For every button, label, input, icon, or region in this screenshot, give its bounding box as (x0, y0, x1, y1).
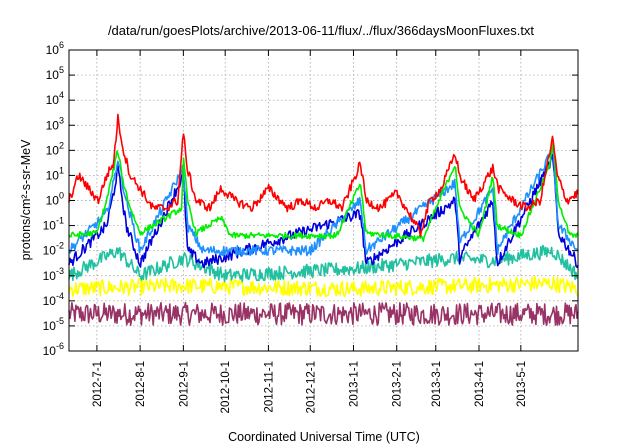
x-tick-label: 2012-9-1 (178, 361, 190, 407)
y-tick-label: 104 (46, 90, 64, 107)
y-tick-label: 10-1 (43, 216, 64, 233)
x-tick-label: 2013-2-1 (392, 361, 404, 407)
grid (69, 50, 578, 351)
y-tick-label: 10-3 (43, 266, 64, 283)
y-tick-label: 102 (46, 140, 64, 157)
y-tick-label: 10-5 (43, 316, 64, 333)
y-axis-label: protons/cm²-s-sr-MeV (19, 139, 33, 261)
x-tick-label: 2013-3-1 (431, 361, 443, 407)
series-line (68, 113, 579, 237)
x-tick-label: 2013-4-1 (474, 361, 486, 407)
x-tick-label: 2012-7-1 (92, 361, 104, 407)
x-axis: 2012-7-1 2012-8-1 2012-9-1 2012-10-1 2012-11… (92, 50, 528, 413)
x-tick-label: 2013-5-1 (516, 361, 528, 407)
series-line (68, 145, 579, 257)
series-line (68, 301, 579, 326)
y-tick-label: 105 (46, 65, 64, 82)
x-tick-label: 2012-11-1 (263, 361, 275, 413)
y-tick-label: 10-2 (43, 241, 64, 258)
y-axis: 10-6 10-5 10-4 10-3 10-2 10-1 100 101 102 103 104 1… (43, 40, 578, 358)
x-tick-label: 2012-8-1 (135, 361, 147, 407)
y-tick-label: 10-4 (43, 291, 64, 308)
x-tick-label: 2012-12-1 (305, 361, 317, 413)
series-layer (68, 113, 579, 326)
series-line (68, 275, 579, 298)
y-tick-label: 100 (46, 191, 64, 208)
x-tick-label: 2013-1-1 (348, 361, 360, 407)
x-axis-label: Coordinated Universal Time (UTC) (228, 430, 420, 444)
series-line (68, 244, 579, 283)
series-line (68, 153, 579, 269)
x-tick-label: 2012-10-1 (220, 361, 232, 413)
chart-title: /data/run/goesPlots/archive/2013-06-11/f… (108, 23, 534, 38)
y-tick-label: 10-6 (43, 341, 64, 358)
series-line (68, 142, 579, 243)
y-tick-label: 106 (46, 40, 64, 57)
y-tick-label: 103 (46, 115, 64, 132)
y-tick-label: 101 (46, 165, 64, 182)
